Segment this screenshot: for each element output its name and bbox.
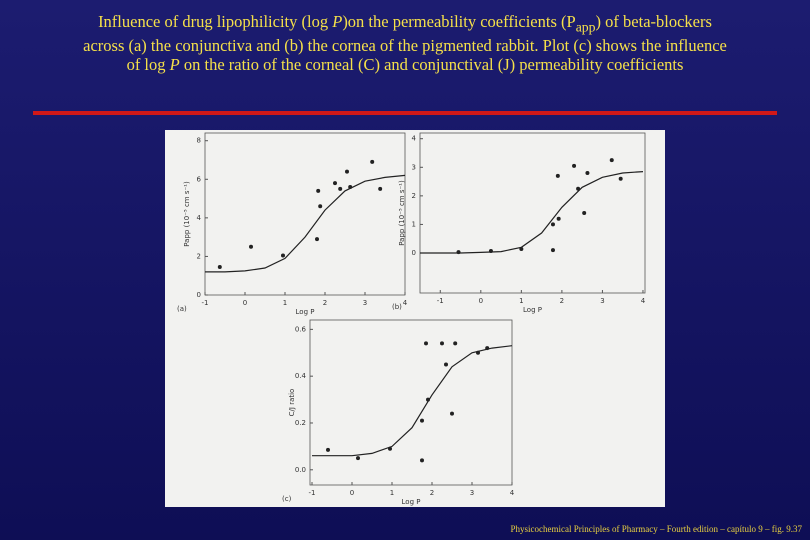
data-point <box>315 237 319 242</box>
fit-curve <box>312 345 513 457</box>
x-tick-label: 0 <box>479 297 483 305</box>
plot-frame <box>204 132 406 296</box>
y-tick-label: 2 <box>197 252 201 260</box>
y-tick-label: 0 <box>412 249 416 257</box>
x-tick-label: 0 <box>243 299 247 307</box>
y-axis-label: Papp (10⁻⁵ cm s⁻¹) <box>183 181 191 247</box>
y-axis-label: C/J ratio <box>288 389 296 417</box>
data-point <box>609 158 614 163</box>
data-point <box>440 341 444 346</box>
data-point <box>450 411 454 416</box>
data-point <box>420 418 424 423</box>
data-point <box>618 176 623 181</box>
panel-label: (b) <box>392 303 402 311</box>
y-tick-label: 0.6 <box>295 325 307 333</box>
title-text: ) of beta-blockers across (a) the conjun… <box>83 12 727 75</box>
data-point <box>585 171 590 175</box>
data-point <box>333 181 337 186</box>
x-tick-label: 2 <box>560 297 564 305</box>
x-tick-label: 2 <box>430 489 434 497</box>
y-tick-label: 3 <box>412 163 416 171</box>
y-tick-label: 0.0 <box>295 466 306 474</box>
data-point <box>217 265 222 270</box>
data-point <box>420 458 424 463</box>
x-tick-label: 1 <box>283 299 287 307</box>
x-axis-label: Log P <box>402 498 421 506</box>
x-tick-label: 3 <box>470 489 474 497</box>
x-tick-label: 4 <box>510 489 515 497</box>
title-text: P <box>332 12 343 31</box>
title-text: )on the permeability coefficients (P <box>342 12 576 31</box>
title-text: on the ratio of the corneal (C) and conj… <box>179 55 684 75</box>
data-point <box>582 211 587 215</box>
data-point <box>281 253 285 258</box>
y-tick-label: 0.4 <box>295 372 307 380</box>
y-tick-label: 6 <box>197 175 202 183</box>
y-tick-label: 2 <box>412 192 416 200</box>
slide-title: Influence of drug lipophilicity (log P)o… <box>80 12 730 74</box>
data-point <box>453 341 458 346</box>
data-point <box>249 244 253 249</box>
plot-frame <box>419 132 646 294</box>
figure-panel <box>165 130 665 507</box>
data-point <box>345 169 349 174</box>
data-point <box>318 204 323 209</box>
x-tick-label: 1 <box>519 297 523 305</box>
plot-frame <box>309 319 513 486</box>
data-point <box>424 341 428 346</box>
y-tick-label: 0.2 <box>295 419 306 427</box>
x-tick-label: -1 <box>202 299 209 307</box>
footer: Physicochemical Principles of Pharmacy –… <box>510 524 802 534</box>
x-tick-label: 4 <box>403 299 408 307</box>
x-axis-label: Log P <box>296 308 315 316</box>
fit-curve <box>420 171 644 254</box>
data-point <box>556 216 561 221</box>
x-tick-label: 0 <box>350 489 354 497</box>
x-tick-label: 4 <box>641 297 646 305</box>
fit-curve <box>205 174 406 273</box>
data-point <box>550 222 555 227</box>
x-tick-label: 3 <box>363 299 367 307</box>
data-point <box>338 186 343 191</box>
data-point <box>378 186 383 191</box>
data-point <box>316 188 321 193</box>
y-axis-label: Papp (10⁻⁵ cm s⁻¹) <box>398 180 406 246</box>
x-tick-label: -1 <box>309 489 316 497</box>
x-tick-label: 1 <box>390 489 394 497</box>
x-tick-label: -1 <box>437 297 444 305</box>
title-text: P <box>169 55 180 75</box>
panel-label: (c) <box>282 495 292 503</box>
y-tick-label: 1 <box>412 220 416 228</box>
y-tick-label: 0 <box>197 291 201 299</box>
data-point <box>356 456 360 461</box>
data-point <box>550 248 555 253</box>
y-tick-label: 8 <box>197 137 201 145</box>
y-tick-label: 4 <box>412 135 417 143</box>
data-point <box>370 159 375 164</box>
panel-label: (a) <box>177 305 187 313</box>
title-text: Influence of drug lipophilicity (log <box>98 12 333 31</box>
y-tick-label: 4 <box>197 214 202 222</box>
title-text: app <box>575 19 596 35</box>
x-tick-label: 2 <box>323 299 327 307</box>
title-rule <box>33 111 777 115</box>
x-tick-label: 3 <box>600 297 604 305</box>
data-point <box>555 173 560 178</box>
x-axis-label: Log P <box>523 306 542 314</box>
data-point <box>444 362 448 367</box>
data-point <box>572 163 577 168</box>
data-point <box>326 447 330 452</box>
